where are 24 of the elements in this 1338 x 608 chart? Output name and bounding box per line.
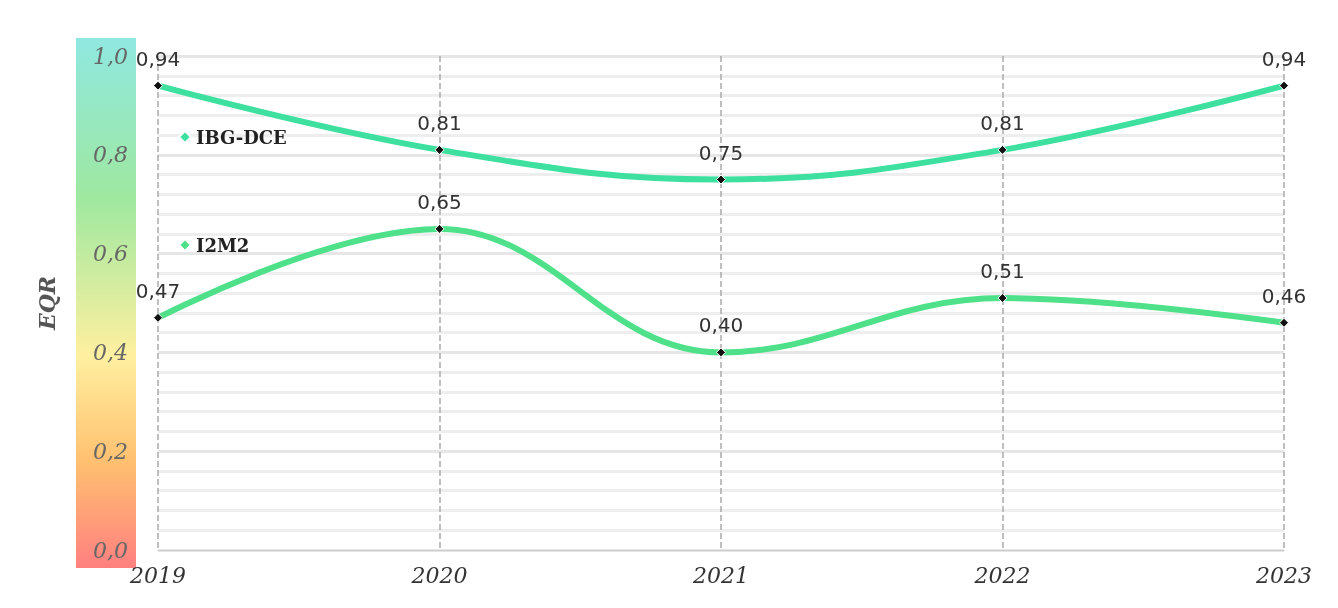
data-label: 0,65 xyxy=(417,189,462,214)
y-tick-label: 0,8 xyxy=(93,142,128,168)
y-tick-label: 1,0 xyxy=(93,43,128,69)
data-label: 0,94 xyxy=(135,46,181,71)
x-tick-label: 2020 xyxy=(410,562,468,588)
data-label: 0,81 xyxy=(980,110,1025,135)
data-label: 0,75 xyxy=(698,140,744,165)
x-tick-label: 2019 xyxy=(129,562,186,588)
y-tick-label: 0,2 xyxy=(93,438,128,464)
y-tick-label: 0,6 xyxy=(93,241,128,267)
data-label: 0,94 xyxy=(1261,46,1307,71)
y-axis-title: EQR xyxy=(34,275,60,332)
legend-label: IBG-DCE xyxy=(196,126,287,148)
x-tick-label: 2023 xyxy=(1255,562,1312,588)
x-tick-label: 2022 xyxy=(973,562,1031,588)
y-tick-label: 0,0 xyxy=(93,537,128,563)
x-tick-label: 2021 xyxy=(692,562,749,588)
y-tick-label: 0,4 xyxy=(93,339,128,365)
legend-label: I2M2 xyxy=(196,234,250,256)
data-label: 0,47 xyxy=(135,278,181,303)
data-label: 0,46 xyxy=(1261,283,1307,308)
data-label: 0,81 xyxy=(417,110,462,135)
data-label: 0,51 xyxy=(980,259,1025,284)
data-label: 0,40 xyxy=(698,313,744,338)
